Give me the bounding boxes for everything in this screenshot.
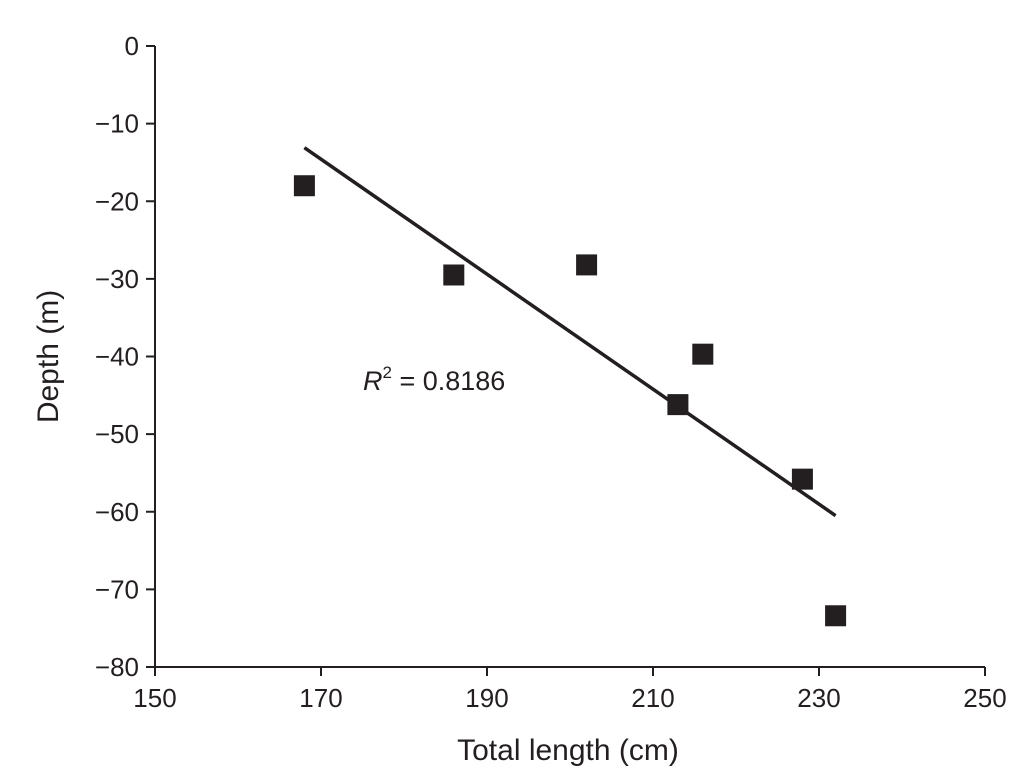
x-ticks: 150 170 190 210 230 250: [133, 667, 1007, 713]
y-tick-label: −20: [95, 186, 139, 216]
y-axis-title: Depth (m): [32, 290, 65, 423]
y-tick-label: 0: [125, 31, 139, 61]
y-tick-label: −80: [95, 652, 139, 682]
y-tick-label: −70: [95, 574, 139, 604]
x-axis-title: Total length (cm): [457, 734, 679, 767]
data-point: [825, 605, 847, 627]
data-point: [692, 343, 714, 365]
trend-layer: [303, 146, 837, 518]
trend-line: [303, 146, 837, 518]
y-tick-label: −60: [95, 497, 139, 527]
r-squared-annotation: R2 = 0.8186: [363, 363, 505, 396]
y-tick-label: −30: [95, 264, 139, 294]
x-tick-label: 170: [299, 683, 342, 713]
axes: [154, 46, 985, 668]
y-ticks: 0 −10 −20 −30 −40 −50 −60 −70 −80: [95, 31, 155, 682]
y-tick-label: −10: [95, 109, 139, 139]
x-tick-label: 250: [963, 683, 1006, 713]
points-layer: [293, 175, 847, 627]
data-point: [443, 264, 465, 286]
x-tick-label: 210: [631, 683, 674, 713]
x-tick-label: 230: [797, 683, 840, 713]
y-tick-label: −50: [95, 419, 139, 449]
r-squared-superscript: 2: [383, 363, 392, 382]
r-squared-value: = 0.8186: [392, 366, 505, 396]
data-point: [576, 254, 598, 276]
data-point: [293, 175, 315, 197]
x-tick-label: 150: [133, 683, 176, 713]
data-point: [667, 394, 689, 416]
x-tick-label: 190: [465, 683, 508, 713]
y-tick-label: −40: [95, 342, 139, 372]
data-point: [791, 468, 813, 490]
r-squared-variable: R: [363, 366, 383, 396]
